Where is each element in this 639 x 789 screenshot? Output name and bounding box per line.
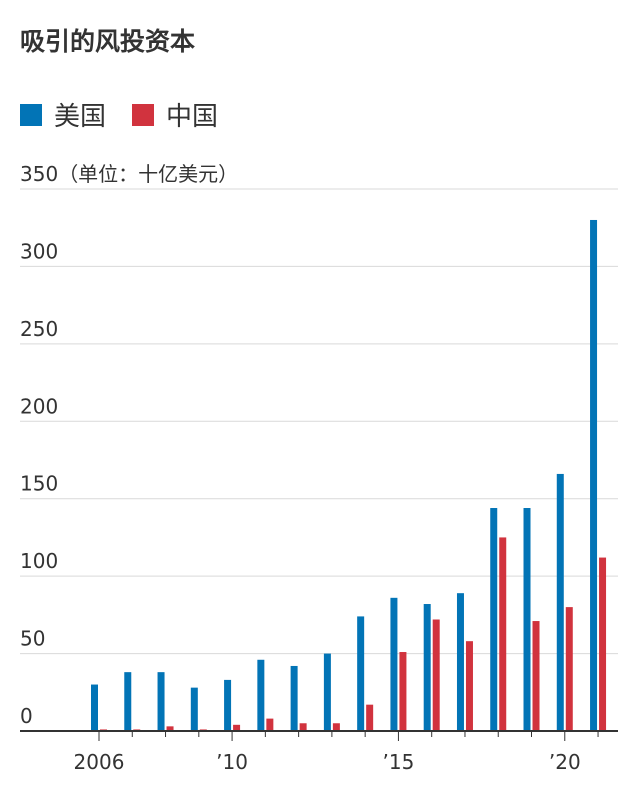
legend-item-china: 中国	[132, 96, 218, 133]
bar-us-2013	[323, 653, 331, 731]
bar-us-2014	[357, 616, 365, 731]
bar-china-2013	[332, 723, 340, 731]
bar-us-2020	[556, 473, 564, 731]
bar-china-2020	[565, 607, 573, 731]
chart-title: 吸引的风投资本	[20, 27, 196, 56]
legend: 美国 中国	[20, 96, 244, 133]
bar-china-2019	[532, 621, 540, 731]
y-unit-label: （单位：十亿美元）	[58, 162, 238, 186]
bar-us-2012	[290, 665, 298, 731]
bar-china-2021	[599, 557, 607, 731]
legend-label-us: 美国	[54, 102, 107, 132]
bar-us-2018	[490, 508, 498, 731]
x-tick-label-2020: ’20	[549, 750, 581, 774]
bar-china-2010	[233, 724, 241, 731]
y-tick-label-250: 250	[20, 317, 58, 341]
bar-us-2010	[224, 679, 232, 731]
bar-china-2016	[432, 619, 440, 731]
legend-swatch-us	[20, 103, 42, 126]
bar-us-2008	[157, 672, 165, 731]
bar-us-2011	[257, 659, 265, 731]
bar-us-2009	[190, 687, 198, 731]
y-tick-label-200: 200	[20, 394, 58, 418]
y-tick-label-0: 0	[20, 704, 33, 728]
bar-us-2016	[423, 604, 431, 731]
bar-china-2017	[465, 641, 473, 731]
bar-china-2018	[499, 537, 507, 731]
y-tick-label-300: 300	[20, 239, 58, 263]
bar-us-2015	[390, 597, 398, 731]
y-tick-label-350: 350（单位：十亿美元）	[20, 162, 238, 186]
bar-us-2019	[523, 508, 531, 731]
legend-item-us: 美国	[20, 96, 106, 133]
bar-china-2014	[366, 704, 374, 731]
bar-us-2006	[91, 684, 98, 731]
x-tick-label-2006: 2006	[74, 750, 125, 774]
bar-us-2021	[590, 219, 598, 731]
x-tick-label-2015: ’15	[383, 750, 415, 774]
y-tick-label-100: 100	[20, 549, 58, 573]
x-tick-label-2010: ’10	[216, 750, 248, 774]
legend-swatch-china	[132, 103, 155, 126]
bar-china-2012	[299, 723, 307, 731]
bar-china-2015	[399, 652, 407, 731]
legend-label-china: 中国	[166, 102, 219, 132]
y-tick-label-150: 150	[20, 472, 58, 496]
bar-china-2008	[166, 726, 174, 731]
y-tick-label-50: 50	[20, 627, 45, 651]
bar-china-2011	[266, 718, 274, 731]
bar-us-2007	[124, 672, 132, 731]
bar-us-2017	[456, 593, 464, 731]
